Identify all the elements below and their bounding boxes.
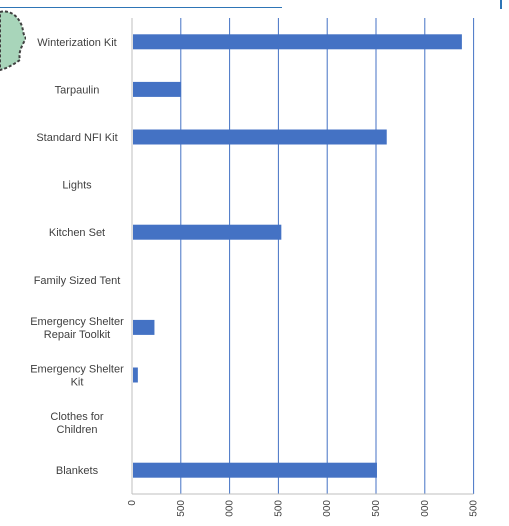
bar bbox=[133, 367, 138, 383]
bar bbox=[133, 319, 155, 335]
x-tick-label: 000 bbox=[322, 500, 333, 517]
category-label-line: Tarpaulin bbox=[55, 84, 100, 96]
x-tick-label: 000 bbox=[225, 500, 236, 517]
category-label-line: Emergency Shelter bbox=[30, 364, 124, 376]
category-label-line: Standard NFI Kit bbox=[36, 132, 117, 144]
category-label: Emergency Shelter Repair Toolkit bbox=[30, 316, 124, 341]
category-label: Kitchen Set bbox=[49, 227, 105, 239]
x-tick-label: 000 bbox=[420, 500, 431, 517]
bar bbox=[133, 129, 387, 145]
x-tick-label: 0 bbox=[127, 500, 138, 506]
axes bbox=[131, 18, 474, 495]
bar bbox=[133, 81, 181, 97]
map-region-shape bbox=[0, 10, 26, 72]
category-label: Standard NFI Kit bbox=[36, 132, 117, 144]
x-tick-label: 500 bbox=[273, 500, 284, 517]
gridlines bbox=[180, 18, 475, 494]
bar-series bbox=[133, 34, 462, 478]
category-label: Family Sized Tent bbox=[34, 275, 121, 287]
category-label-line: Clothes for bbox=[50, 411, 104, 423]
header-divider bbox=[0, 7, 282, 8]
category-label-line: Kit bbox=[71, 377, 84, 389]
category-label-line: Winterization Kit bbox=[37, 37, 116, 49]
category-label: Tarpaulin bbox=[55, 84, 100, 96]
category-label: Clothes for Children bbox=[50, 411, 104, 436]
category-label: Lights bbox=[62, 180, 92, 192]
category-label-line: Repair Toolkit bbox=[44, 329, 110, 341]
category-label: Emergency Shelter Kit bbox=[30, 364, 124, 389]
category-label-line: Family Sized Tent bbox=[34, 275, 121, 287]
bar bbox=[133, 34, 462, 50]
x-tick-label: 500 bbox=[371, 500, 382, 517]
category-label-line: Emergency Shelter bbox=[30, 316, 124, 328]
x-tick-labels: 0 500 000 500 000 500 000 500 bbox=[127, 500, 480, 517]
corner-mark bbox=[500, 0, 502, 9]
category-label-line: Children bbox=[57, 424, 98, 436]
category-labels: Winterization Kit Tarpaulin Standard NFI K… bbox=[30, 37, 124, 477]
bar bbox=[133, 462, 377, 478]
bar bbox=[133, 224, 282, 240]
category-label-line: Kitchen Set bbox=[49, 227, 105, 239]
category-label: Winterization Kit bbox=[37, 37, 116, 49]
x-tick-label: 500 bbox=[176, 500, 187, 517]
category-label-line: Blankets bbox=[56, 465, 99, 477]
x-tick-label: 500 bbox=[469, 500, 480, 517]
category-label: Blankets bbox=[56, 465, 99, 477]
map-fragment-icon bbox=[0, 10, 26, 72]
category-label-line: Lights bbox=[62, 180, 92, 192]
